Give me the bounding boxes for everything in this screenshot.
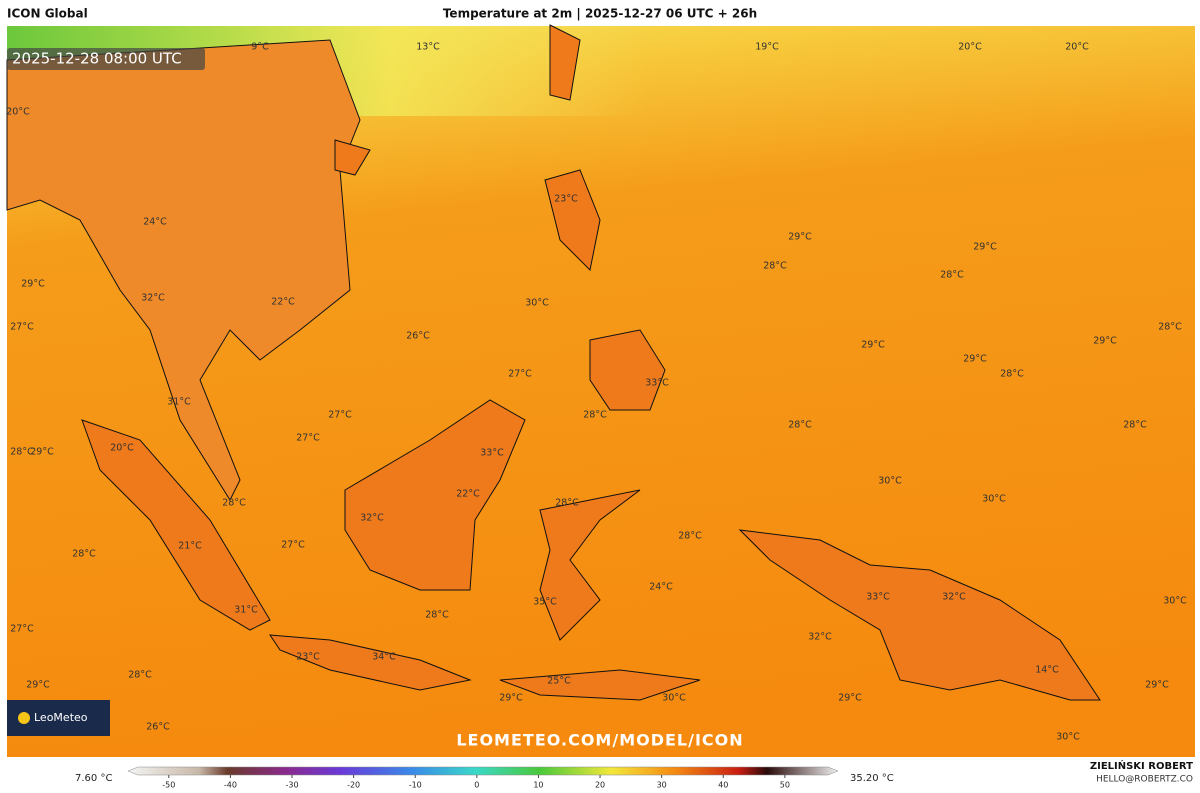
temp-label: 27°C [10, 624, 34, 635]
temp-label: 28°C [1123, 420, 1147, 431]
temp-label: 20°C [958, 42, 982, 53]
temp-label: 32°C [808, 632, 832, 643]
temp-label: 34°C [372, 652, 396, 663]
temp-label: 28°C [555, 498, 579, 509]
logo-sun [18, 712, 30, 724]
logo: LeoMeteo [34, 711, 88, 724]
credit-email: HELLO@ROBERTZ.CO [1096, 775, 1193, 785]
temp-label: 33°C [480, 448, 504, 459]
temp-label: 22°C [456, 489, 480, 500]
colorbar-tick-label: -10 [409, 781, 422, 790]
temp-label: 28°C [678, 531, 702, 542]
temp-label: 30°C [662, 693, 686, 704]
temp-label: 28°C [1158, 322, 1182, 333]
colorbar-min: 7.60 °C [75, 773, 112, 784]
model-name: ICON Global [7, 7, 88, 21]
temp-label: 32°C [942, 592, 966, 603]
temp-label: 14°C [1035, 665, 1059, 676]
colorbar-tick-label: 20 [595, 781, 605, 790]
temp-label: 29°C [499, 693, 523, 704]
colorbar-max: 35.20 °C [850, 773, 894, 784]
temp-label: 13°C [416, 42, 440, 53]
colorbar-tick-label: 40 [718, 781, 728, 790]
temp-label: 33°C [866, 592, 890, 603]
temp-label: 27°C [328, 410, 352, 421]
colorbar-tick-label: -50 [162, 781, 175, 790]
temp-label: 23°C [554, 194, 578, 205]
temp-label: 32°C [141, 293, 165, 304]
temp-label: 28°C [72, 549, 96, 560]
temp-label: 30°C [525, 298, 549, 309]
temp-label: 24°C [143, 217, 167, 228]
colorbar-tick-label: -30 [285, 781, 298, 790]
temp-label: 30°C [1163, 596, 1187, 607]
temp-label: 28°C [940, 270, 964, 281]
temp-label: 28°C [10, 447, 34, 458]
temp-label: 29°C [30, 447, 54, 458]
colorbar-tick-label: -40 [224, 781, 237, 790]
temp-label: 27°C [10, 322, 34, 333]
temp-label: 26°C [146, 722, 170, 733]
temp-label: 28°C [583, 410, 607, 421]
temp-label: 28°C [1000, 369, 1024, 380]
temp-label: 29°C [1145, 680, 1169, 691]
temp-label: 29°C [973, 242, 997, 253]
temp-label: 33°C [645, 378, 669, 389]
colorbar-tick-label: 10 [533, 781, 543, 790]
temp-label: 22°C [271, 297, 295, 308]
temp-label: 9°C [251, 42, 269, 53]
colorbar-tick-label: 30 [657, 781, 667, 790]
land [6, 24, 1101, 701]
temp-label: 28°C [425, 610, 449, 621]
colorbar [127, 766, 839, 776]
colorbar-tick-label: 50 [780, 781, 790, 790]
temp-label: 27°C [281, 540, 305, 551]
temp-label: 29°C [963, 354, 987, 365]
valid-time: 2025-12-28 08:00 UTC [12, 50, 182, 68]
temp-label: 27°C [508, 369, 532, 380]
temp-label: 21°C [178, 541, 202, 552]
temp-label: 28°C [222, 498, 246, 509]
temp-label: 26°C [406, 331, 430, 342]
temp-label: 28°C [128, 670, 152, 681]
temp-label: 29°C [861, 340, 885, 351]
temp-label: 25°C [547, 676, 571, 687]
temp-label: 23°C [296, 652, 320, 663]
colorbar-tick-label: -20 [347, 781, 360, 790]
temp-label: 19°C [755, 42, 779, 53]
temp-label: 29°C [1093, 336, 1117, 347]
watermark: LEOMETEO.COM/MODEL/ICON [456, 731, 743, 750]
temp-label: 29°C [21, 279, 45, 290]
temp-label: 30°C [1056, 732, 1080, 743]
temp-label: 20°C [110, 443, 134, 454]
temp-label: 29°C [788, 232, 812, 243]
credit-name: ZIELIŃSKI ROBERT [1090, 759, 1193, 772]
temp-label: 32°C [360, 513, 384, 524]
temp-label: 31°C [167, 397, 191, 408]
temp-label: 35°C [533, 597, 557, 608]
temp-label: 27°C [296, 433, 320, 444]
map-title: Temperature at 2m | 2025-12-27 06 UTC + … [443, 7, 757, 21]
temp-label: 28°C [788, 420, 812, 431]
temp-label: 24°C [649, 582, 673, 593]
temp-label: 31°C [234, 605, 258, 616]
temp-label: 30°C [878, 476, 902, 487]
colorbar-tick-label: 0 [474, 781, 479, 790]
temp-label: 20°C [6, 107, 30, 118]
temp-label: 28°C [763, 261, 787, 272]
temp-label: 30°C [982, 494, 1006, 505]
temp-label: 29°C [26, 680, 50, 691]
temp-label: 20°C [1065, 42, 1089, 53]
time-box [7, 48, 205, 70]
temp-label: 29°C [838, 693, 862, 704]
